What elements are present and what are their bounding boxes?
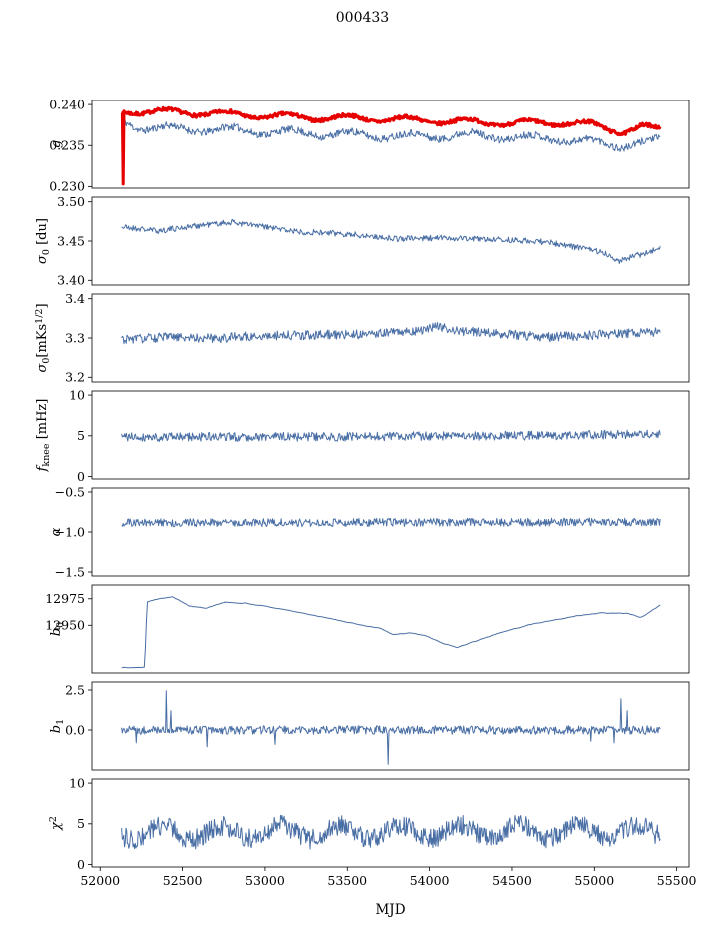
- ytick-label: 5: [77, 428, 85, 443]
- panel-chi2: 0 5 10 χ2: [48, 775, 690, 872]
- ytick-label: 0.0: [65, 722, 85, 737]
- panel-sigma0-mks: 3.2 3.3 3.4 σ0[mKs1/2]: [34, 291, 690, 385]
- panel-frame: [91, 100, 690, 189]
- ytick-label: 0: [77, 469, 85, 484]
- ytick-label: 2.5: [65, 682, 85, 697]
- panel-alpha: −0.5 −1.0 −1.5 α: [49, 484, 690, 579]
- series-alpha-blue: [121, 517, 661, 528]
- xtick-label: 52500: [163, 873, 203, 888]
- ytick-label: 10: [69, 775, 85, 790]
- ylabel-chi2: χ2: [48, 816, 64, 831]
- series-g-blue: [121, 118, 661, 152]
- series-chi2-blue: [121, 814, 661, 850]
- ylabel-fknee: fknee [mHz]: [35, 399, 52, 473]
- ytick-label: 10: [69, 387, 85, 402]
- ytick-label: 0.235: [49, 138, 85, 153]
- panel-b0: 12950 12975 b0: [45, 584, 690, 674]
- ytick-label: −1.5: [55, 564, 85, 579]
- ytick-label: −0.5: [55, 484, 85, 499]
- ytick-label: 0: [77, 857, 85, 872]
- panel-frame: [91, 487, 690, 577]
- xtick-label: 55500: [657, 873, 697, 888]
- ytick-label: 3.45: [57, 233, 85, 248]
- ytick-label: 3.4: [65, 291, 85, 306]
- ylabel-sigma0-mks: σ0[mKs1/2]: [34, 303, 52, 372]
- xtick-label: 53500: [327, 873, 367, 888]
- panel-frame: [91, 584, 690, 674]
- panel-frame: [91, 681, 690, 771]
- ytick-label: 0.240: [49, 100, 85, 111]
- panel-frame: [91, 778, 690, 868]
- ylabel-b1: b1: [49, 719, 66, 733]
- ylabel-alpha: α: [49, 527, 64, 536]
- xtick-label: 54000: [410, 873, 450, 888]
- x-axis-label: MJD: [375, 902, 406, 918]
- panel-frame: [91, 196, 690, 286]
- ytick-label: 5: [77, 816, 85, 831]
- ytick-label: 0.230: [49, 179, 85, 194]
- xtick-label: 54500: [492, 873, 532, 888]
- series-g-red: [120, 105, 662, 186]
- ytick-label: 3.3: [65, 330, 85, 345]
- ytick-label: 12950: [45, 618, 85, 633]
- series-b1-blue: [121, 690, 661, 765]
- series-sigma0-mks-blue: [121, 322, 661, 345]
- ytick-label: 3.2: [65, 370, 85, 385]
- ylabel-b0: b0: [49, 622, 66, 636]
- series-fknee-blue: [121, 429, 661, 442]
- ylabel-g: g: [49, 140, 64, 148]
- ylabel-sigma0-du: σ0 [du]: [35, 218, 52, 264]
- series-b0-blue: [121, 596, 661, 669]
- ytick-label: −1.0: [55, 524, 85, 539]
- ytick-label: 3.50: [57, 194, 85, 209]
- series-sigma0-du-blue: [121, 218, 661, 264]
- panel-frame: [91, 390, 690, 480]
- ytick-label: 12975: [45, 591, 85, 606]
- xtick-label: 55000: [574, 873, 614, 888]
- xtick-label: 52000: [80, 873, 120, 888]
- panel-fknee: 0 5 10 fknee [mHz]: [35, 387, 690, 484]
- ytick-label: 3.40: [57, 273, 85, 288]
- panel-b1: 0.0 2.5 b1: [49, 681, 690, 771]
- panel-g: 0.230 0.235 0.240 g: [49, 100, 690, 194]
- figure-title: 000433: [335, 10, 390, 26]
- xtick-label: 53000: [245, 873, 285, 888]
- panel-sigma0-du: 3.40 3.45 3.50 σ0 [du]: [35, 194, 690, 288]
